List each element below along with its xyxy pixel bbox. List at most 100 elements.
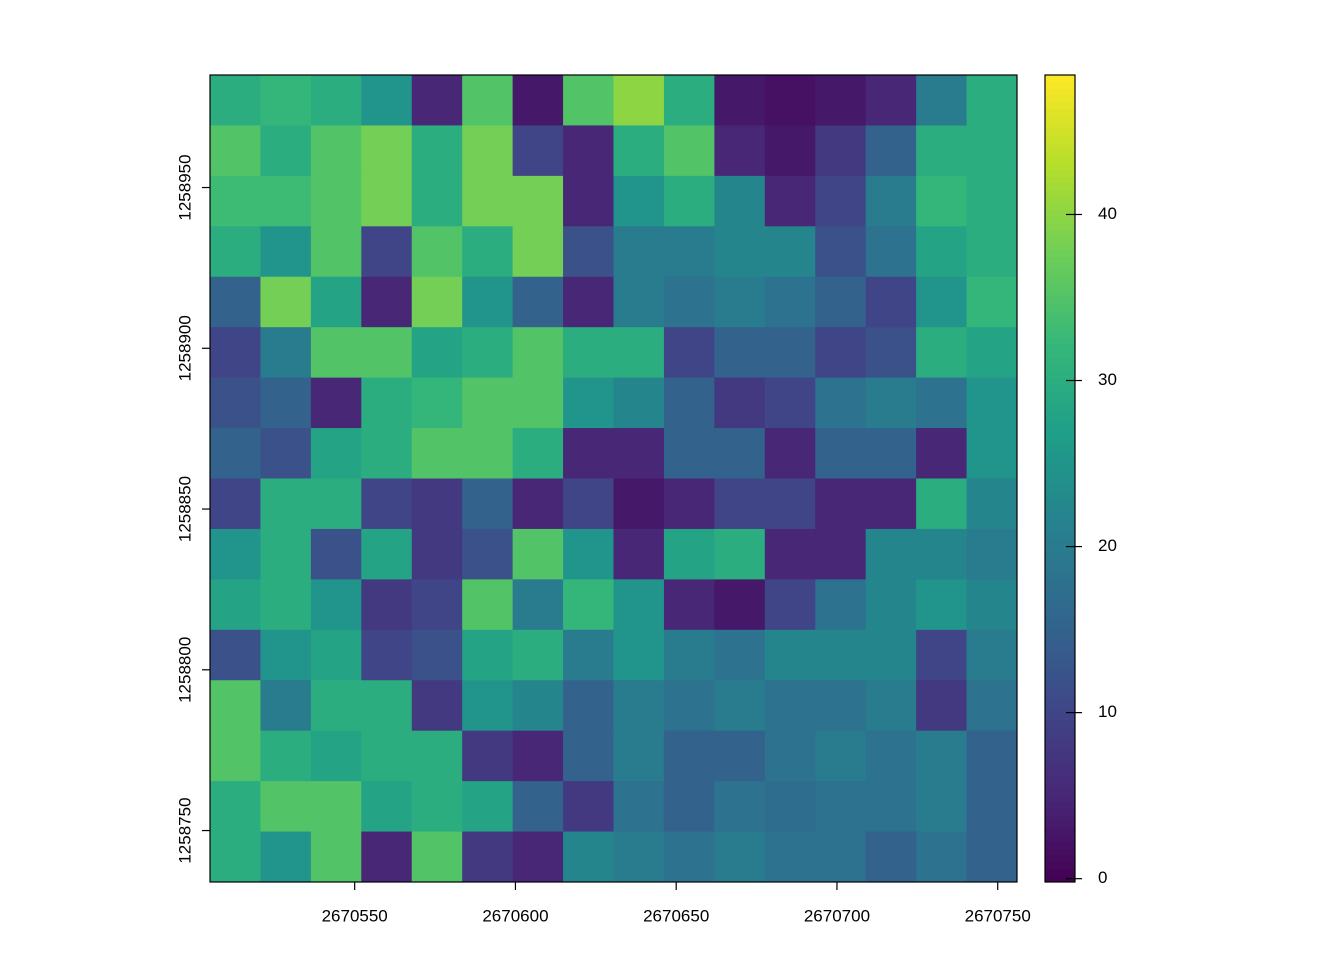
cell (512, 680, 564, 732)
colorbar-step (1045, 350, 1075, 358)
cell (865, 276, 917, 328)
colorbar-step (1045, 377, 1075, 385)
cell (966, 125, 1018, 177)
y-tick-label: 1258750 (175, 797, 194, 863)
cell (310, 377, 362, 429)
cell (714, 629, 766, 681)
colorbar-step (1045, 505, 1075, 513)
cell (361, 226, 413, 278)
cell (361, 276, 413, 328)
colorbar-step (1045, 572, 1075, 580)
colorbar-step (1045, 660, 1075, 668)
cell (663, 478, 715, 530)
cell (462, 629, 514, 681)
cell (361, 730, 413, 782)
cell (663, 629, 715, 681)
colorbar-step (1045, 680, 1075, 688)
cell (714, 175, 766, 227)
colorbar-step (1045, 283, 1075, 291)
colorbar-step (1045, 330, 1075, 338)
cell (260, 831, 312, 883)
colorbar-step (1045, 875, 1075, 883)
colorbar-step (1045, 175, 1075, 184)
cell (310, 175, 362, 227)
cell (663, 175, 715, 227)
cell (563, 831, 614, 883)
cell (815, 781, 867, 833)
cell (512, 579, 564, 631)
cell (462, 75, 514, 126)
colorbar-step (1045, 539, 1075, 547)
cell (966, 629, 1018, 681)
cell (966, 528, 1018, 580)
cell (966, 226, 1018, 278)
cell (865, 831, 917, 883)
cell (512, 125, 564, 177)
cell (411, 327, 463, 379)
cell (563, 125, 614, 177)
colorbar-step (1045, 243, 1075, 251)
colorbar-step (1045, 75, 1075, 83)
raster (210, 75, 1018, 883)
cell (714, 327, 766, 379)
colorbar-step (1045, 861, 1075, 870)
colorbar-step (1045, 270, 1075, 278)
cell (764, 629, 816, 681)
x-tick-label: 2670650 (643, 906, 709, 925)
cell (764, 831, 816, 883)
colorbar-step (1045, 229, 1075, 237)
colorbar-step (1045, 666, 1075, 675)
cell (916, 276, 968, 328)
colorbar-step (1045, 81, 1075, 89)
cell (966, 327, 1018, 379)
cell (663, 781, 715, 833)
colorbar-step (1045, 491, 1075, 500)
colorbar-step (1045, 740, 1075, 748)
plot-frame (209, 74, 1018, 883)
colorbar-step (1045, 592, 1075, 601)
cell (411, 175, 463, 227)
cell (966, 579, 1018, 631)
cell (563, 377, 614, 429)
cell (663, 428, 715, 479)
colorbar-step (1045, 417, 1075, 426)
colorbar-step (1045, 485, 1075, 493)
cell (613, 730, 665, 782)
cell (815, 478, 867, 530)
cell (310, 680, 362, 732)
cell (966, 377, 1018, 429)
cell (916, 781, 968, 833)
cell (815, 327, 867, 379)
colorbar-step (1045, 216, 1075, 224)
colorbar-step (1045, 693, 1075, 701)
cell (210, 781, 261, 833)
cell (916, 680, 968, 732)
cell (563, 226, 614, 278)
colorbar-step (1045, 236, 1075, 244)
cell (361, 327, 413, 379)
cell (563, 428, 614, 479)
cell (916, 730, 968, 782)
cell (462, 125, 514, 177)
colorbar-step (1045, 579, 1075, 587)
cell (663, 528, 715, 580)
cell (361, 75, 413, 126)
cell (865, 175, 917, 227)
cell (714, 730, 766, 782)
cell (865, 226, 917, 278)
cell (411, 226, 463, 278)
cell (462, 730, 514, 782)
cell (512, 175, 564, 227)
colorbar-step (1045, 411, 1075, 419)
cell (563, 175, 614, 227)
colorbar-step (1045, 565, 1075, 574)
colorbar-step (1045, 747, 1075, 755)
cell (663, 75, 715, 126)
cell (764, 528, 816, 580)
cell (462, 377, 514, 429)
cell (714, 428, 766, 479)
cell (361, 579, 413, 631)
colorbar-step (1045, 196, 1075, 204)
colorbar-step (1045, 518, 1075, 527)
